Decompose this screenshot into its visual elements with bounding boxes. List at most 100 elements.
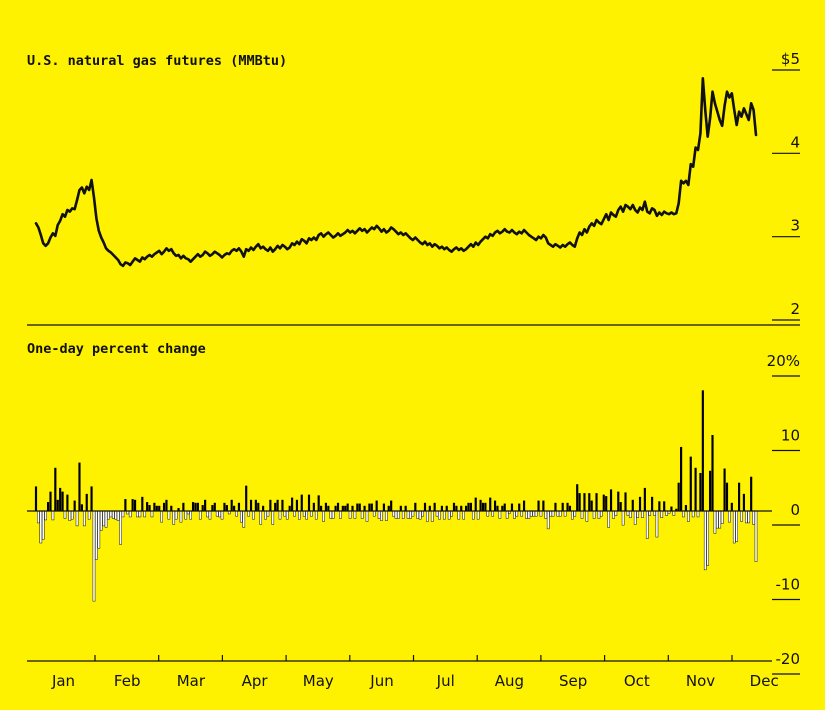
change-bar-negative — [264, 510, 267, 520]
change-bar-positive — [382, 503, 385, 511]
change-bar-negative — [735, 510, 739, 542]
change-bar-negative — [426, 510, 429, 522]
change-bar-positive — [194, 502, 197, 512]
change-bar-positive — [631, 499, 634, 511]
change-bar-negative — [549, 510, 552, 517]
change-bar-negative — [546, 510, 550, 530]
change-bar-negative — [97, 510, 101, 549]
change-bar-negative — [39, 510, 43, 544]
change-bar-negative — [520, 510, 523, 517]
change-bar-negative — [655, 510, 659, 538]
change-bar-positive — [230, 499, 233, 511]
change-bar-negative — [754, 510, 758, 562]
change-bar-positive — [701, 390, 704, 511]
change-bar-positive — [46, 502, 50, 511]
change-bar-negative — [713, 510, 717, 534]
change-bar-negative — [716, 510, 719, 529]
change-bar-negative — [220, 510, 224, 520]
change-bar-positive — [658, 501, 661, 511]
change-bar-negative — [682, 510, 685, 518]
change-bar-negative — [411, 510, 415, 517]
change-bar-negative — [505, 510, 509, 519]
change-bar-positive — [245, 485, 248, 511]
change-bar-positive — [368, 503, 371, 511]
change-bar-negative — [418, 510, 422, 520]
change-bar-negative — [247, 510, 250, 517]
change-bar-positive — [479, 499, 482, 511]
change-bar-positive — [496, 505, 499, 511]
change-bar-positive — [561, 502, 564, 512]
change-bar-negative — [293, 510, 296, 517]
change-bar-positive — [387, 505, 390, 511]
change-bar-positive — [460, 505, 463, 511]
change-bar-positive — [90, 486, 93, 512]
price-y-tick-label: 4 — [790, 133, 800, 151]
change-bar-positive — [153, 502, 156, 512]
change-bar-negative — [438, 510, 441, 520]
change-bar-positive — [518, 503, 521, 511]
change-bar-negative — [99, 510, 103, 531]
change-bar-negative — [278, 510, 282, 520]
change-bar-positive — [428, 505, 431, 511]
change-bar-negative — [752, 510, 755, 525]
change-bar-negative — [322, 510, 325, 522]
change-bar-positive — [440, 505, 443, 511]
x-tick-label: Oct — [624, 672, 650, 690]
change-bar-negative — [167, 510, 171, 520]
change-bar-positive — [49, 491, 52, 511]
change-bar-positive — [317, 495, 320, 512]
change-bar-negative — [491, 510, 494, 517]
change-bar-positive — [158, 505, 161, 511]
change-bar-negative — [380, 510, 383, 521]
change-bar-negative — [597, 510, 601, 519]
change-bar-negative — [63, 510, 67, 519]
change-bar-negative — [691, 510, 695, 518]
change-bar-positive — [249, 499, 253, 511]
x-tick-label: Apr — [242, 672, 269, 690]
change-bar-negative — [218, 510, 221, 518]
change-y-tick-label: 20% — [767, 352, 800, 370]
change-bar-positive — [191, 502, 195, 511]
change-bar-negative — [353, 510, 357, 519]
change-bar-positive — [327, 505, 330, 511]
change-bar-positive — [501, 505, 504, 511]
change-bar-positive — [750, 476, 753, 511]
change-bar-negative — [641, 510, 644, 518]
change-bar-negative — [401, 510, 405, 519]
change-bar-negative — [372, 510, 376, 517]
change-bar-negative — [515, 510, 519, 517]
change-bar-negative — [633, 510, 637, 525]
x-tick-label: Aug — [495, 672, 524, 690]
change-bar-positive — [162, 502, 166, 512]
change-bar-negative — [612, 510, 615, 519]
change-bar-positive — [59, 487, 62, 511]
change-bar-positive — [503, 503, 506, 511]
change-bar-negative — [331, 510, 335, 519]
change-bar-negative — [544, 510, 548, 519]
x-tick-label: May — [303, 672, 334, 690]
change-bar-negative — [600, 510, 603, 517]
change-bar-negative — [672, 510, 676, 516]
change-bar-positive — [204, 499, 207, 511]
change-bar-positive — [510, 503, 514, 511]
change-bar-positive — [489, 497, 492, 511]
change-bar-positive — [351, 505, 354, 511]
change-bar-negative — [527, 510, 531, 519]
x-tick-label: Jul — [436, 672, 455, 690]
price-y-axis: $5 4 3 2 — [772, 50, 800, 321]
change-bar-positive — [730, 502, 733, 512]
change-bar-negative — [116, 510, 120, 521]
change-bar-positive — [131, 499, 134, 511]
change-bar-negative — [143, 510, 147, 518]
change-bar-negative — [314, 510, 318, 520]
change-bar-negative — [82, 510, 86, 527]
change-bar-negative — [471, 510, 475, 520]
change-bar-positive — [742, 493, 745, 511]
change-bar-negative — [305, 510, 308, 520]
change-bar-negative — [416, 510, 420, 519]
change-bar-negative — [435, 510, 439, 517]
change-bar-positive — [455, 505, 458, 511]
change-bar-positive — [78, 462, 81, 511]
change-bar-positive — [390, 500, 393, 511]
change-bar-negative — [259, 510, 263, 525]
